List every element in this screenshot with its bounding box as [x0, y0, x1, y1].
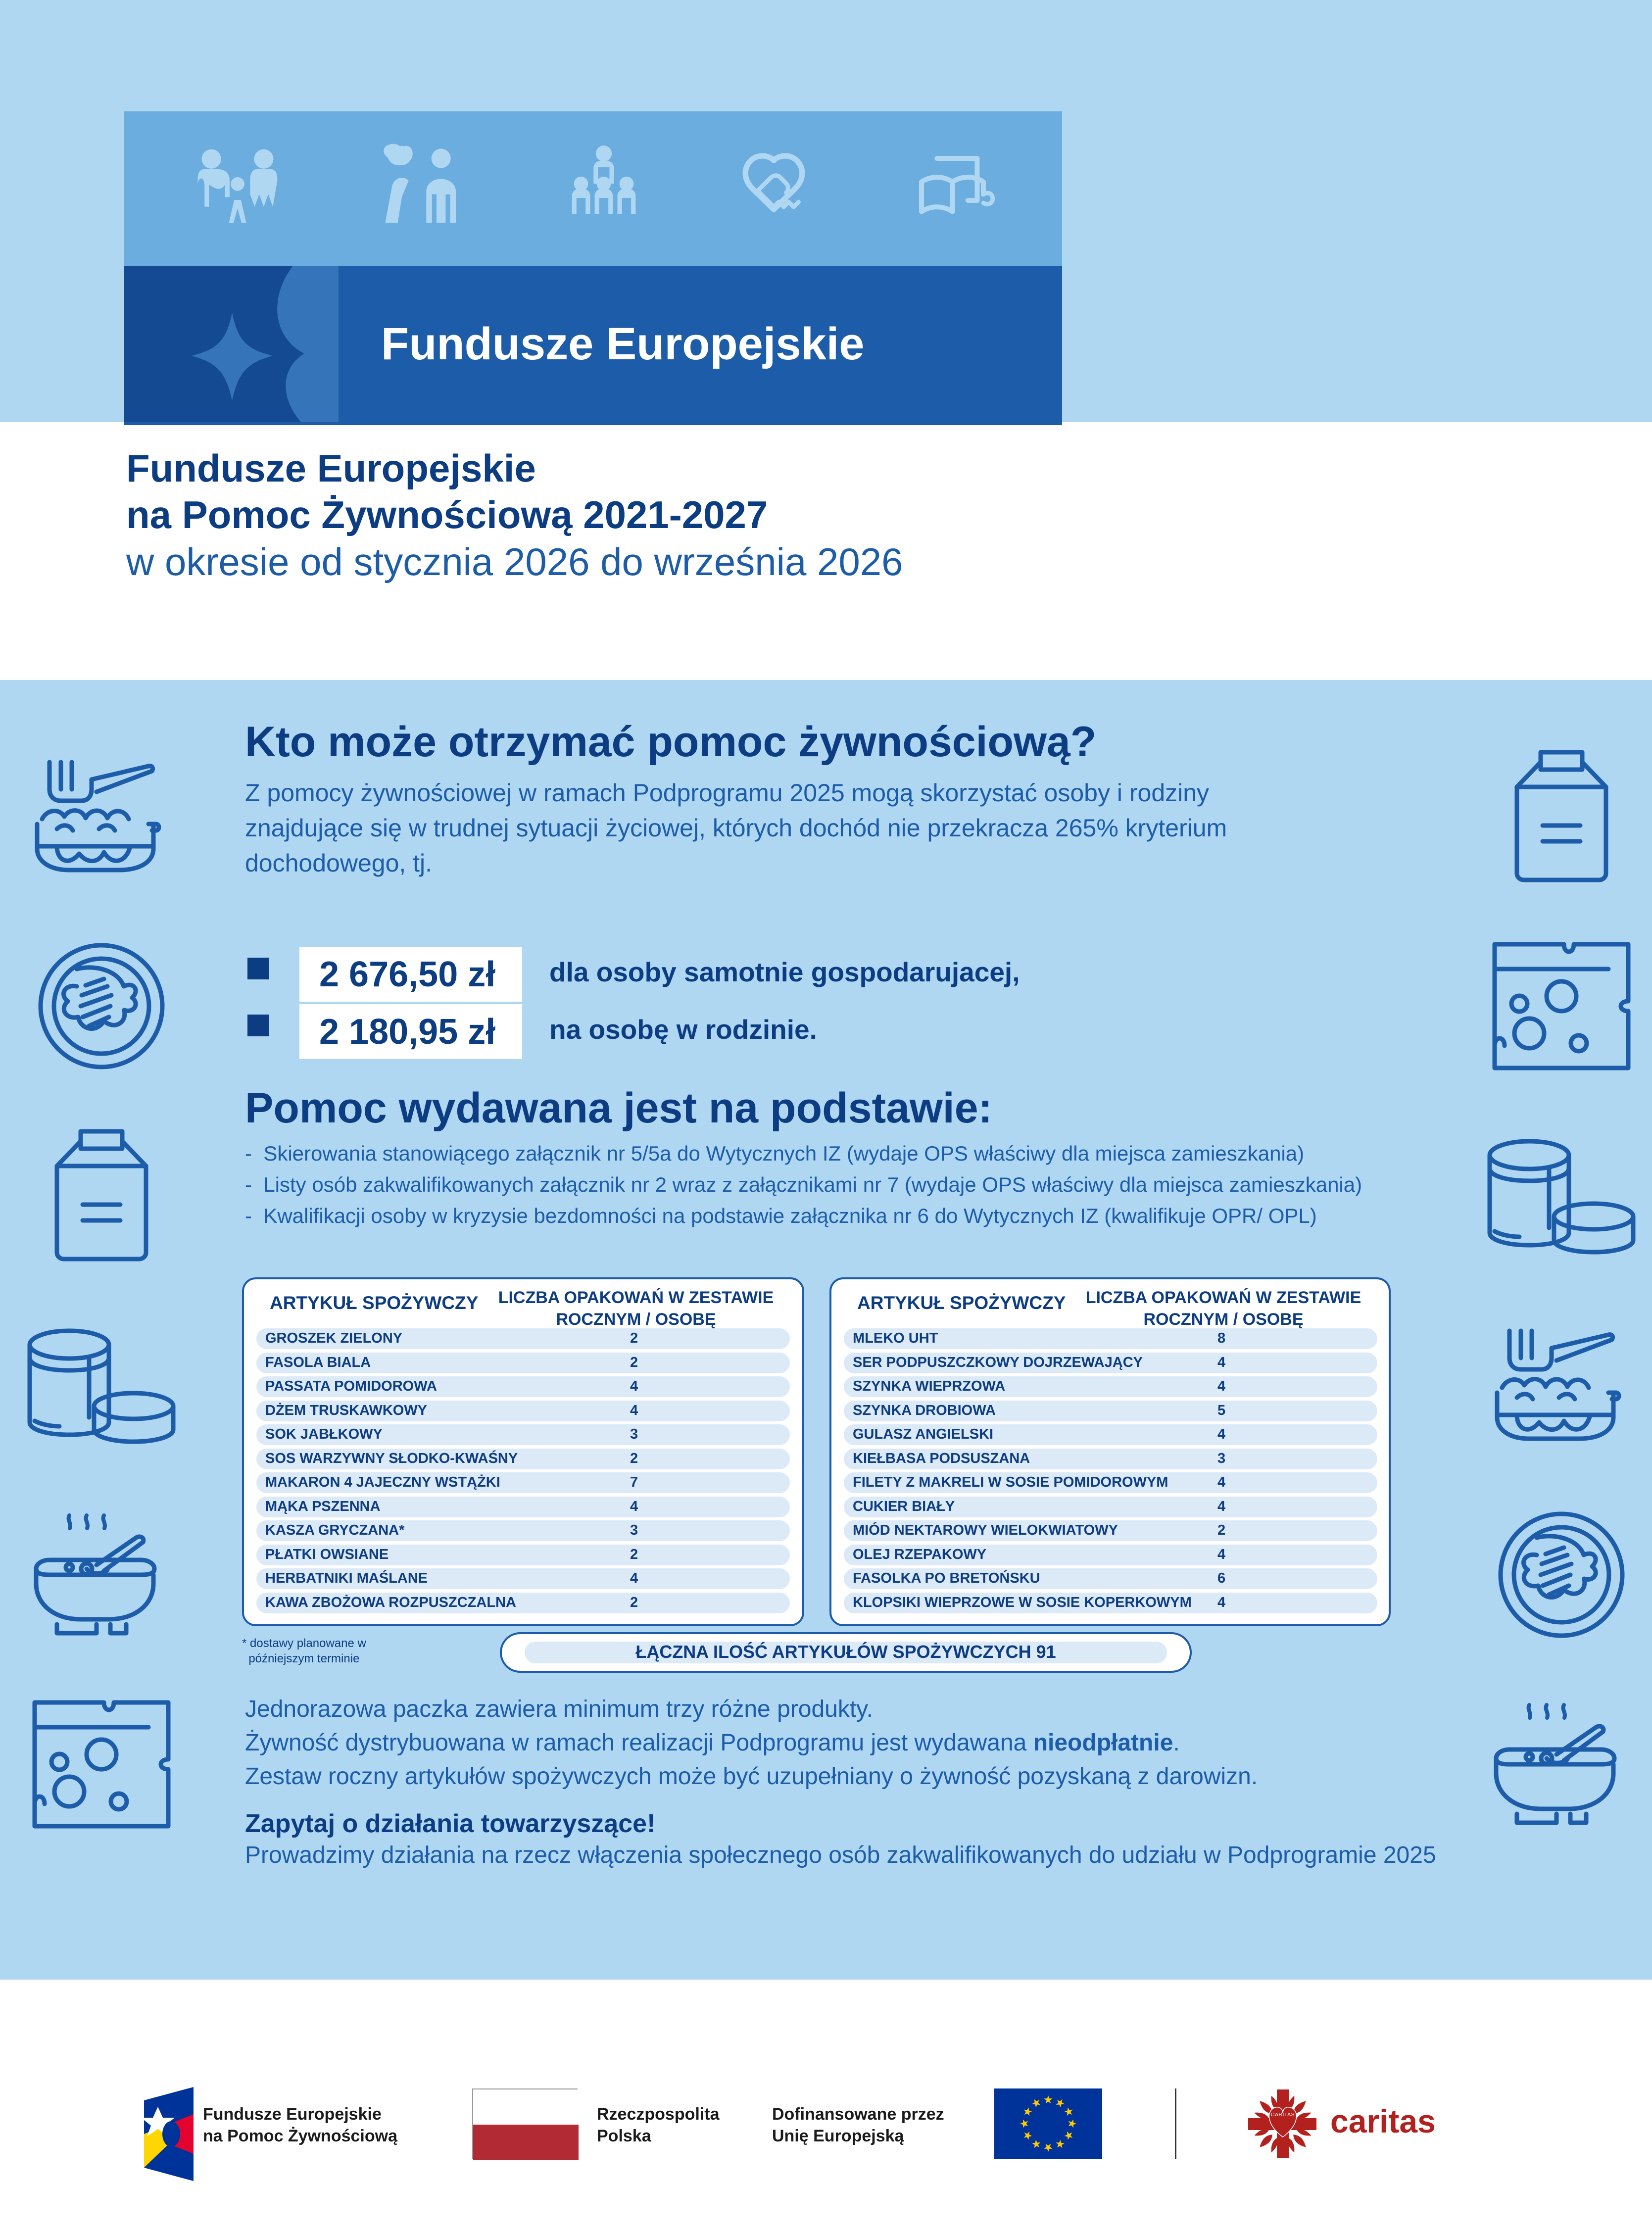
svg-text:CARITAS: CARITAS	[1271, 2112, 1295, 2118]
